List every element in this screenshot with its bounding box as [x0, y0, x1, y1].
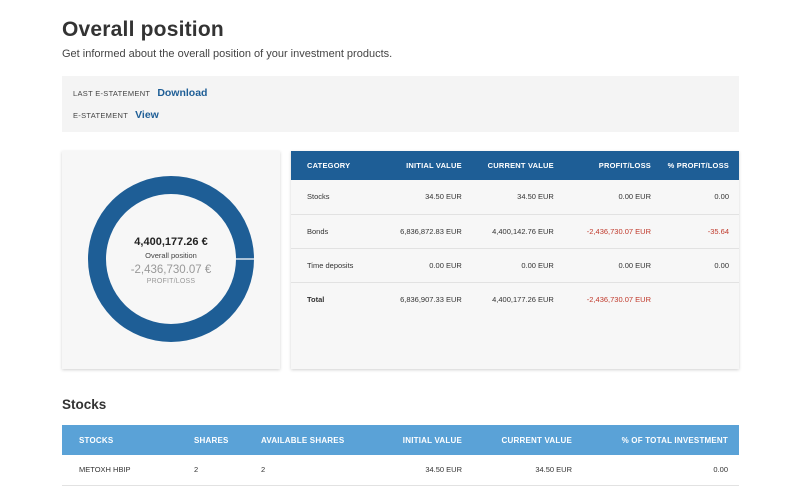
table-row[interactable]: Time deposits 0.00 EUR 0.00 EUR 0.00 EUR… — [291, 248, 739, 282]
total-pct — [651, 282, 739, 316]
row-initial: 6,836,872.83 EUR — [400, 226, 462, 236]
donut-card: 4,400,177.26 € Overall position -2,436,7… — [62, 151, 280, 369]
stocks-table: STOCKS SHARES AVAILABLE SHARES INITIAL V… — [62, 425, 739, 486]
row-profit-loss: 0.00 EUR — [618, 260, 651, 270]
total-label: Total — [307, 294, 325, 304]
donut-center: 4,400,177.26 € Overall position -2,436,7… — [62, 151, 280, 369]
download-link[interactable]: Download — [157, 87, 208, 99]
row-initial: 34.50 EUR — [425, 192, 462, 202]
row-profit-loss: 0.00 EUR — [618, 192, 651, 202]
table-row[interactable]: Stocks 34.50 EUR 34.50 EUR 0.00 EUR 0.00 — [291, 180, 739, 214]
profit-loss-value: -2,436,730.07 € — [130, 263, 212, 276]
overall-position-value: 4,400,177.26 € — [134, 235, 208, 248]
stock-initial: 34.50 EUR — [425, 465, 462, 475]
estatement-label: E-STATEMENT — [73, 111, 129, 120]
col-initial-value[interactable]: INITIAL VALUE — [406, 161, 462, 170]
summary-card: CATEGORY INITIAL VALUE CURRENT VALUE PRO… — [291, 151, 739, 369]
table-row[interactable]: Bonds 6,836,872.83 EUR 4,400,142.76 EUR … — [291, 214, 739, 248]
row-profit-loss: -2,436,730.07 EUR — [586, 226, 651, 236]
col-current-value[interactable]: CURRENT VALUE — [487, 161, 554, 170]
stock-pct: 0.00 — [713, 465, 728, 475]
estatement-row: E-STATEMENT View — [73, 109, 159, 121]
total-profit-loss: -2,436,730.07 EUR — [586, 294, 651, 304]
row-category: Stocks — [307, 192, 330, 202]
stocks-header-row: STOCKS SHARES AVAILABLE SHARES INITIAL V… — [62, 425, 739, 455]
row-category: Bonds — [307, 226, 329, 236]
row-initial: 0.00 EUR — [429, 260, 462, 270]
summary-header-row: CATEGORY INITIAL VALUE CURRENT VALUE PRO… — [291, 151, 739, 180]
summary-table: CATEGORY INITIAL VALUE CURRENT VALUE PRO… — [291, 151, 739, 316]
col-profit-loss[interactable]: PROFIT/LOSS — [598, 161, 651, 170]
total-initial: 6,836,907.33 EUR — [400, 294, 462, 304]
donut-chart — [88, 176, 254, 342]
stock-shares: 2 — [194, 465, 199, 475]
last-statement-label: LAST E-STATEMENT — [73, 89, 151, 98]
row-pct: 0.00 — [714, 192, 729, 202]
overall-position-label: Overall position — [145, 250, 197, 260]
stock-current: 34.50 EUR — [535, 465, 572, 475]
stocks-section-title: Stocks — [62, 397, 107, 412]
view-link[interactable]: View — [135, 109, 159, 121]
stock-name: METOXH HBIP — [79, 465, 131, 475]
row-current: 4,400,142.76 EUR — [492, 226, 554, 236]
row-pct: -35.64 — [707, 226, 729, 236]
row-current: 0.00 EUR — [521, 260, 554, 270]
col-category[interactable]: CATEGORY — [307, 161, 351, 170]
col-pct-profit-loss[interactable]: % PROFIT/LOSS — [667, 161, 729, 170]
row-current: 34.50 EUR — [517, 192, 554, 202]
stocks-table-wrap: STOCKS SHARES AVAILABLE SHARES INITIAL V… — [62, 425, 739, 486]
total-current: 4,400,177.26 EUR — [492, 294, 554, 304]
col-initial-value[interactable]: INITIAL VALUE — [402, 435, 462, 445]
table-row[interactable]: METOXH HBIP 2 2 34.50 EUR 34.50 EUR 0.00 — [62, 455, 739, 485]
page-title: Overall position — [62, 18, 224, 41]
col-pct-total-investment[interactable]: % OF TOTAL INVESTMENT — [621, 435, 728, 445]
page-subtitle: Get informed about the overall position … — [62, 48, 393, 60]
stock-available: 2 — [261, 465, 266, 475]
total-row: Total 6,836,907.33 EUR 4,400,177.26 EUR … — [291, 282, 739, 316]
statement-box: LAST E-STATEMENT Download E-STATEMENT Vi… — [62, 76, 739, 132]
col-current-value[interactable]: CURRENT VALUE — [501, 435, 572, 445]
profit-loss-label: PROFIT/LOSS — [146, 277, 196, 285]
col-shares[interactable]: SHARES — [194, 435, 229, 445]
col-stocks[interactable]: STOCKS — [79, 435, 114, 445]
row-pct: 0.00 — [714, 260, 729, 270]
col-available-shares[interactable]: AVAILABLE SHARES — [261, 435, 345, 445]
row-category: Time deposits — [307, 260, 354, 270]
last-statement-row: LAST E-STATEMENT Download — [73, 87, 207, 99]
